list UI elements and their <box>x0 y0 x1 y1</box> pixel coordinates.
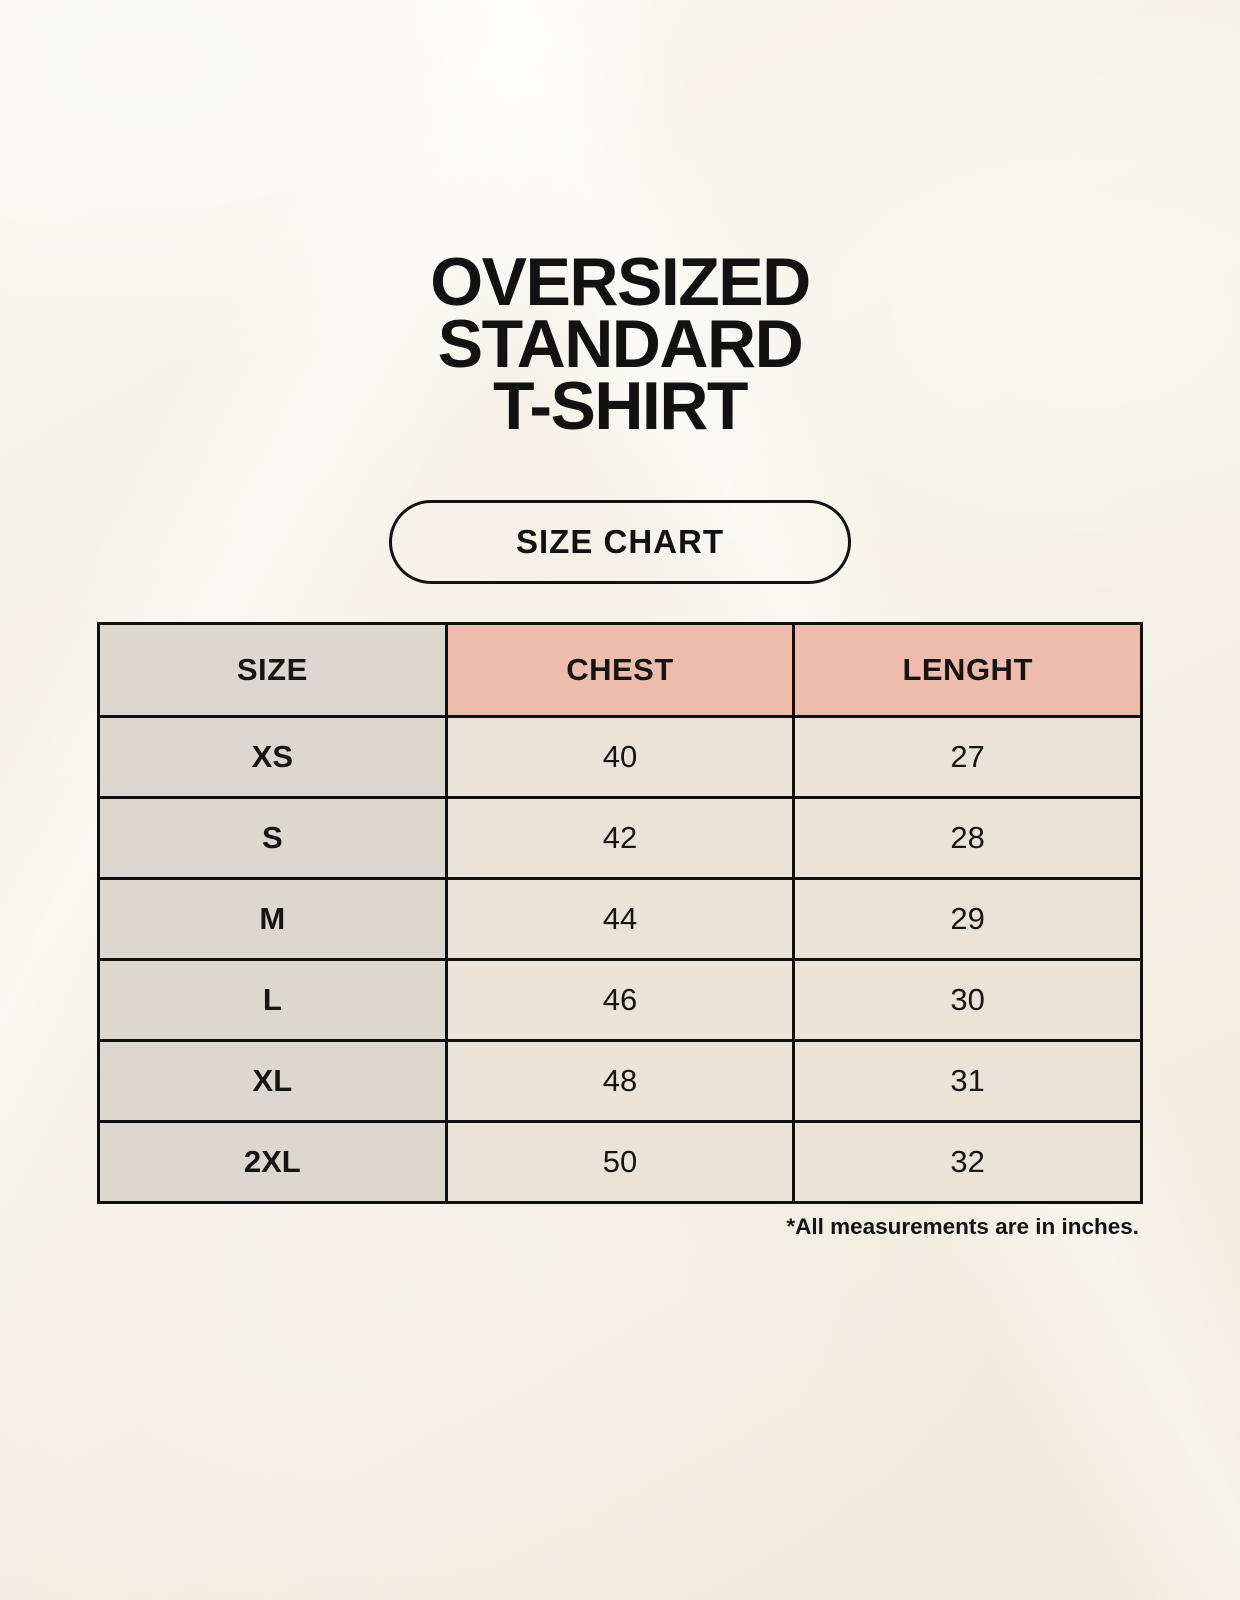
size-chart-table-container: SIZE CHEST LENGHT XS 40 27 S 42 28 M 44 29 L 46 30 X… <box>97 621 1143 1204</box>
size-cell: XL <box>97 1038 448 1123</box>
chest-cell: 46 <box>444 957 796 1042</box>
chest-cell: 40 <box>444 714 796 799</box>
column-header-size: SIZE <box>97 621 448 718</box>
length-cell: 27 <box>792 714 1143 799</box>
table-row: 2XL 50 32 <box>97 1119 1143 1204</box>
chest-cell: 44 <box>444 876 796 961</box>
size-chart-table: SIZE CHEST LENGHT XS 40 27 S 42 28 M 44 29 L 46 30 X… <box>97 621 1143 1204</box>
size-chart-table-body: XS 40 27 S 42 28 M 44 29 L 46 30 XL 48 31 2XL 50 32 <box>97 714 1143 1204</box>
table-row: XS 40 27 <box>97 714 1143 799</box>
header-row: SIZE CHEST LENGHT <box>97 621 1143 718</box>
column-header-chest: CHEST <box>444 621 796 718</box>
length-cell: 30 <box>792 957 1143 1042</box>
page-title-line-3: T-SHIRT <box>493 367 748 444</box>
size-cell: L <box>97 957 448 1042</box>
table-row: M 44 29 <box>97 876 1143 961</box>
length-cell: 31 <box>792 1038 1143 1123</box>
table-header: SIZE CHEST LENGHT <box>97 621 1143 718</box>
size-chart-badge-label: SIZE CHART <box>516 522 724 560</box>
chest-cell: 48 <box>444 1038 796 1123</box>
page-title: OVERSIZED STANDARD T-SHIRT <box>0 0 1240 444</box>
page-title-line-2: STANDARD <box>437 305 804 382</box>
measurements-footnote: *All measurements are in inches. <box>786 1213 1139 1239</box>
chest-cell: 42 <box>444 795 796 880</box>
length-cell: 32 <box>792 1119 1143 1204</box>
table-row: S 42 28 <box>97 795 1143 880</box>
size-cell: M <box>97 876 448 961</box>
size-chart-badge[interactable]: SIZE CHART <box>389 499 851 584</box>
chest-cell: 50 <box>444 1119 796 1204</box>
size-cell: XS <box>97 714 448 799</box>
page-title-line-1: OVERSIZED <box>430 244 811 320</box>
column-header-length: LENGHT <box>792 621 1143 718</box>
size-cell: S <box>97 795 448 880</box>
length-cell: 28 <box>792 795 1143 880</box>
table-row: L 46 30 <box>97 957 1143 1042</box>
size-cell: 2XL <box>97 1119 448 1204</box>
length-cell: 29 <box>792 876 1143 961</box>
table-row: XL 48 31 <box>97 1038 1143 1123</box>
